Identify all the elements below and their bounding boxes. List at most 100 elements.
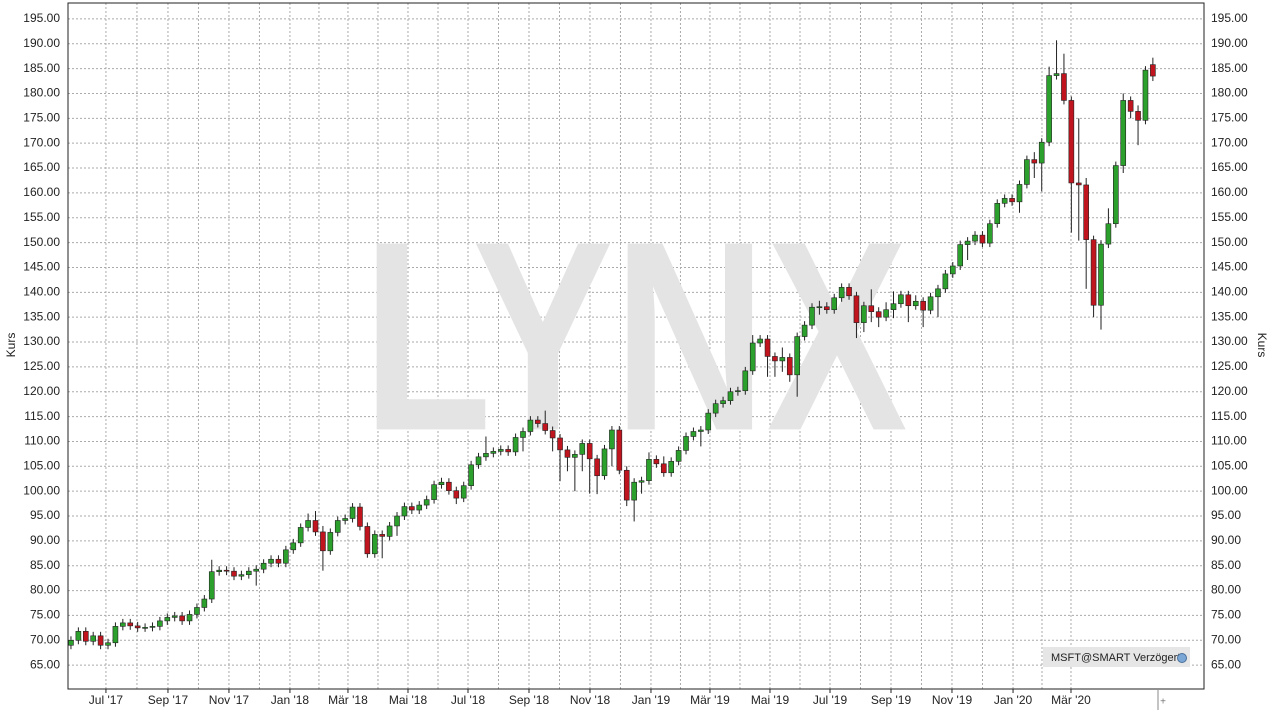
- candle-body: [171, 615, 178, 618]
- candle-body: [527, 419, 534, 432]
- y-tick-label: 125.00: [23, 359, 60, 373]
- y-tick-label: 90.00: [30, 533, 60, 547]
- candle-body: [594, 458, 600, 477]
- candle-body: [1127, 100, 1134, 112]
- candle-body: [112, 626, 119, 644]
- candle-body: [475, 456, 482, 466]
- y-tick-label: 100.00: [23, 483, 60, 497]
- candle-body: [623, 469, 630, 501]
- plot-frame: [67, 2, 1205, 690]
- candle-body: [423, 499, 430, 506]
- candle-body: [134, 625, 141, 629]
- y2-tick-label: 125.00: [1211, 359, 1248, 373]
- y2-tick-label: 120.00: [1211, 384, 1248, 398]
- x-tick-label: Sep '19: [871, 693, 912, 707]
- badge-box: [1043, 647, 1190, 667]
- candle-body: [683, 436, 689, 451]
- candle-body: [497, 449, 504, 452]
- candle-body: [268, 558, 274, 564]
- y-tick-label: 75.00: [30, 608, 60, 622]
- candle-body: [660, 463, 667, 474]
- candle-body: [935, 288, 941, 298]
- candle-body: [1105, 223, 1112, 245]
- candle-body: [720, 400, 726, 404]
- candle-body: [179, 615, 185, 622]
- y2-tick-label: 95.00: [1211, 508, 1241, 522]
- candle-body: [1009, 198, 1015, 203]
- y-tick-label: 105.00: [23, 458, 60, 472]
- candle-body: [97, 635, 104, 646]
- candle-body: [490, 451, 497, 454]
- candle-body: [260, 562, 267, 570]
- y2-tick-label: 110.00: [1211, 434, 1247, 448]
- candle-body: [1053, 73, 1060, 76]
- candle-body: [1098, 243, 1104, 306]
- candle-body: [312, 520, 319, 533]
- x-tick-label: Jul '19: [813, 693, 848, 707]
- candle-body: [416, 504, 423, 511]
- candle-body: [386, 525, 393, 537]
- candle-body: [371, 534, 378, 555]
- x-tick-label: Nov '18: [570, 693, 611, 707]
- candle-body: [631, 481, 637, 501]
- candle-body: [334, 520, 341, 533]
- x-tick-label: Jul '18: [451, 693, 486, 707]
- y2-tick-label: 190.00: [1211, 36, 1248, 50]
- candle-body: [601, 448, 608, 477]
- candle-body: [883, 309, 889, 318]
- candle-body: [742, 370, 749, 392]
- y-tick-label: 80.00: [30, 583, 60, 597]
- candle-body: [431, 484, 437, 500]
- candle-body: [831, 297, 838, 311]
- y-tick-label: 135.00: [23, 309, 60, 323]
- candle-body: [305, 520, 311, 528]
- candle-body: [512, 437, 519, 453]
- x-tick-label: Nov '17: [209, 693, 250, 707]
- candle-body: [1150, 64, 1156, 77]
- candle-body: [557, 437, 563, 451]
- candle-body: [772, 356, 778, 362]
- candle-body: [216, 569, 222, 572]
- y2-tick-label: 185.00: [1211, 61, 1248, 75]
- candle-body: [127, 622, 134, 627]
- candle-body: [231, 570, 237, 577]
- y-tick-label: 65.00: [30, 657, 60, 671]
- y-tick-label: 70.00: [30, 632, 60, 646]
- y-tick-label: 85.00: [30, 558, 60, 572]
- x-tick-label: Mai '19: [751, 693, 790, 707]
- y-tick-label: 160.00: [23, 185, 60, 199]
- y2-tick-label: 65.00: [1211, 657, 1241, 671]
- candle-body: [1068, 100, 1075, 184]
- y-tick-label: 150.00: [23, 235, 60, 249]
- nav-icon[interactable]: +: [1160, 697, 1166, 708]
- candle-body: [1090, 239, 1097, 306]
- y2-tick-label: 70.00: [1211, 632, 1241, 646]
- y2-tick-label: 165.00: [1211, 160, 1248, 174]
- candle-body: [468, 464, 474, 486]
- x-tick-label: Mai '18: [389, 693, 428, 707]
- candle-body: [105, 642, 111, 646]
- candle-body: [764, 338, 771, 357]
- candle-body: [920, 300, 926, 311]
- candle-body: [1016, 184, 1023, 203]
- y-tick-label: 95.00: [30, 508, 60, 522]
- y2-tick-label: 170.00: [1211, 135, 1248, 149]
- candle-body: [364, 526, 371, 555]
- x-tick-label: Mär '18: [328, 693, 368, 707]
- candle-body: [1142, 69, 1149, 121]
- candle-body: [520, 431, 526, 438]
- y2-tick-label: 180.00: [1211, 86, 1248, 100]
- candle-body: [401, 506, 408, 517]
- y2-tick-label: 155.00: [1211, 210, 1248, 224]
- y-tick-label: 170.00: [23, 135, 60, 149]
- candle-body: [194, 607, 200, 615]
- x-tick-label: Mär '20: [1051, 693, 1091, 707]
- y2-tick-label: 75.00: [1211, 608, 1241, 622]
- y-tick-label: 185.00: [23, 61, 60, 75]
- candle-body: [890, 303, 897, 311]
- candle-body: [186, 614, 193, 622]
- candle-body: [757, 338, 763, 344]
- candle-body: [283, 549, 289, 564]
- candle-body: [409, 506, 415, 511]
